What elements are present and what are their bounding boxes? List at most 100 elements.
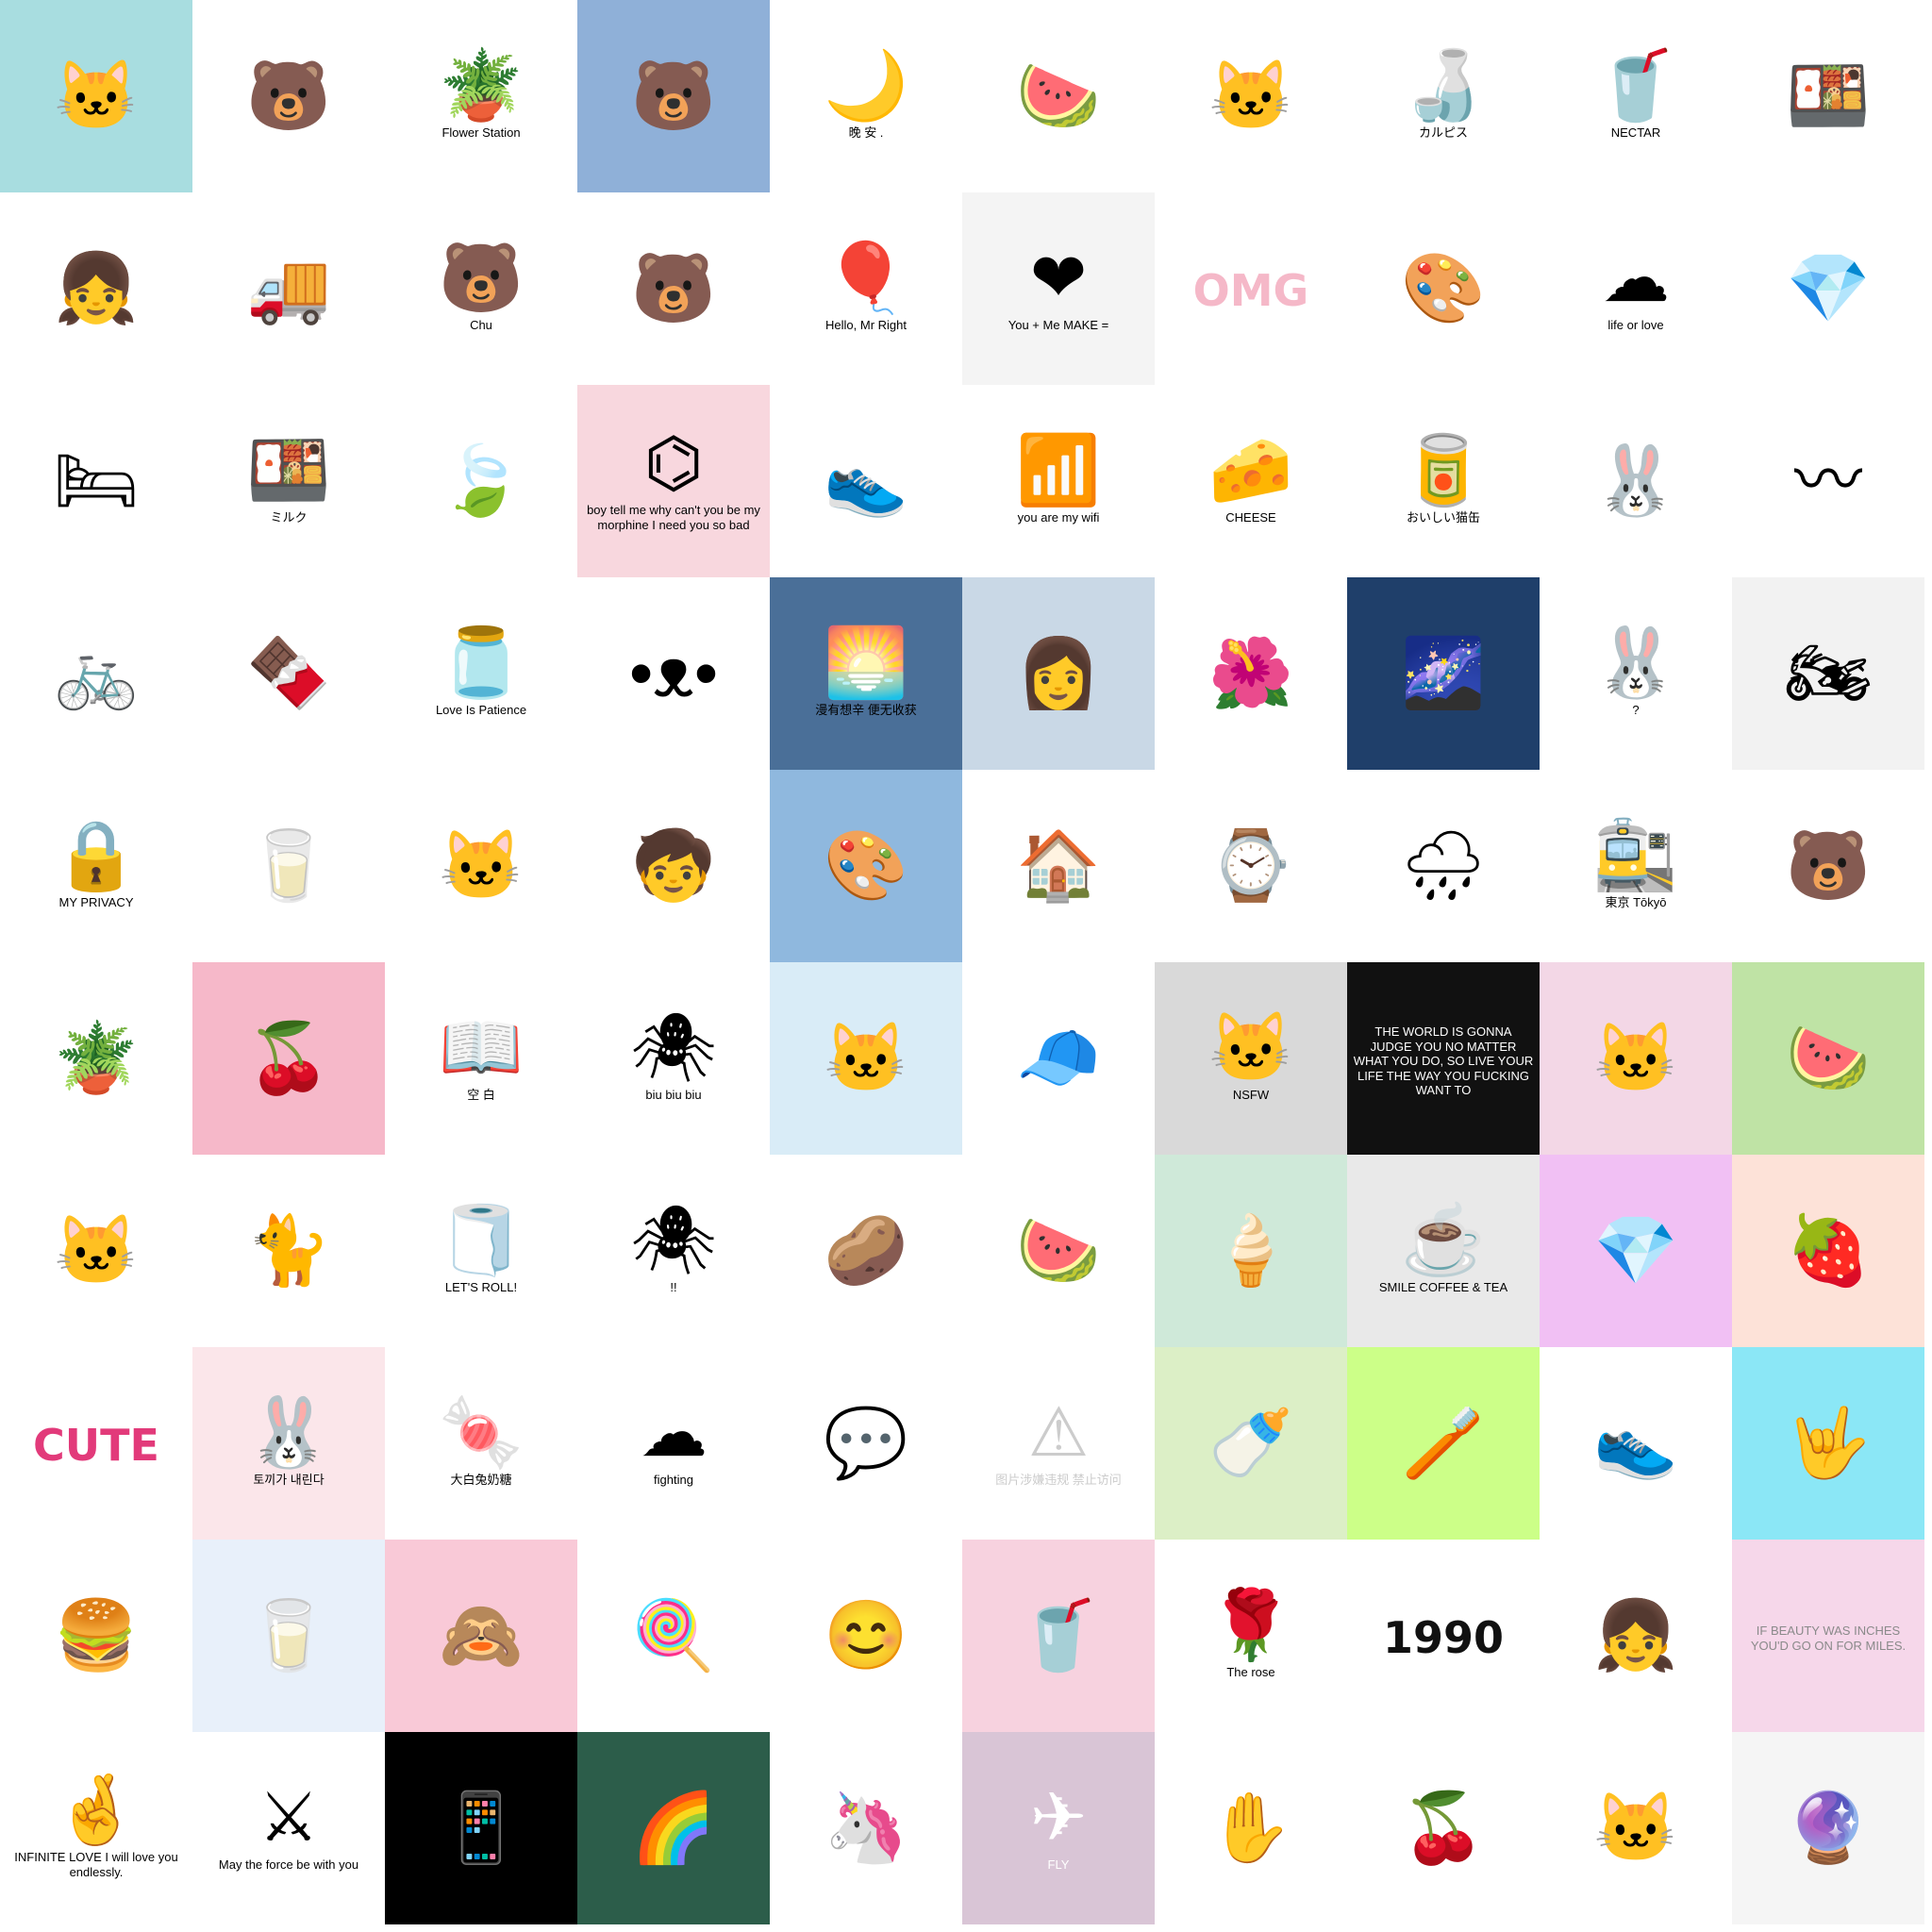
- tile-sitting-cat[interactable]: 🐱: [1540, 1732, 1732, 1924]
- tile-pink-scribble[interactable]: 〰: [1732, 385, 1924, 577]
- tile-small-leaf[interactable]: 🍃: [385, 385, 577, 577]
- tile-bento[interactable]: 🍱 ミルク: [192, 385, 385, 577]
- tile-rock-hand[interactable]: 🤟: [1732, 1347, 1924, 1540]
- tile-clouds[interactable]: ☁ life or love: [1540, 192, 1732, 385]
- tile-paint-set[interactable]: 🎨: [1347, 192, 1540, 385]
- tile-diamond-pink[interactable]: 💎: [1732, 192, 1924, 385]
- tile-blue-girl[interactable]: 👩: [962, 577, 1155, 770]
- tile-milk-bottles[interactable]: 🍼: [1155, 1347, 1347, 1540]
- tile-good-night[interactable]: 🌙 晚 安 .: [770, 0, 962, 192]
- tile-diamond-purple[interactable]: 💎: [1540, 1155, 1732, 1347]
- tile-burger[interactable]: 🍔: [0, 1540, 192, 1732]
- tile-bear-mountain[interactable]: 🐻: [1732, 770, 1924, 962]
- tile-flower-pots[interactable]: 🪴 Flower Station: [385, 0, 577, 192]
- tile-tokyo-sign[interactable]: 🚉 東京 Tōkyō: [1540, 770, 1732, 962]
- tile-balloons[interactable]: 🎈 Hello, Mr Right: [770, 192, 962, 385]
- tile-lollipop[interactable]: 🍭: [577, 1540, 770, 1732]
- tile-water-bottle[interactable]: 🍶 カルピス: [1347, 0, 1540, 192]
- tile-cats-peek[interactable]: 🐱: [385, 770, 577, 962]
- tile-bike-couple[interactable]: 🚲: [0, 577, 192, 770]
- tile-pink-bunny-girl[interactable]: 🐰?: [1540, 577, 1732, 770]
- tile-sky-scene[interactable]: 🌅 漫有想辛 便无收获: [770, 577, 962, 770]
- tile-bunny-plush[interactable]: 🐰: [1540, 385, 1732, 577]
- tile-cat-pattern[interactable]: 🐱: [0, 0, 192, 192]
- tile-potato-chips[interactable]: 🥔: [770, 1155, 962, 1347]
- tile-kumamon-grid[interactable]: 🐻 Chu: [385, 192, 577, 385]
- tile-smile-cry[interactable]: 😊: [770, 1540, 962, 1732]
- tile-toilet-roll[interactable]: 🧻 LET'S ROLL!: [385, 1155, 577, 1347]
- tile-chat-smile[interactable]: 💬: [770, 1347, 962, 1540]
- tile-forest-painting[interactable]: 🌈: [577, 1732, 770, 1924]
- tile-if-beauty[interactable]: IF BEAUTY WAS INCHES YOU'D GO ON FOR MIL…: [1732, 1540, 1924, 1732]
- tile-milk-carton[interactable]: 🥛: [192, 1540, 385, 1732]
- tile-strawberry[interactable]: 🍓: [1732, 1155, 1924, 1347]
- tile-sushi-box[interactable]: 🍱: [1732, 0, 1924, 192]
- tile-toothpaste[interactable]: 🪥: [1347, 1347, 1540, 1540]
- tile-omg[interactable]: OMG: [1155, 192, 1347, 385]
- tile-bob-hair-girl[interactable]: 👧: [1540, 1540, 1732, 1732]
- tile-girl-bed[interactable]: 🛏: [0, 385, 192, 577]
- tile-cherries-pink[interactable]: 🍒: [192, 962, 385, 1155]
- tile-plants[interactable]: 🪴: [0, 962, 192, 1155]
- tile-cute-fan[interactable]: CUTE: [0, 1347, 192, 1540]
- tile-black-bears[interactable]: 🐻: [577, 0, 770, 192]
- tile-wifi[interactable]: 📶 you are my wifi: [962, 385, 1155, 577]
- tile-cute-face[interactable]: •ᴥ•: [577, 577, 770, 770]
- tile-wrist-watch[interactable]: ⌚: [1155, 770, 1347, 962]
- tile-you-me[interactable]: ❤ You + Me MAKE =: [962, 192, 1155, 385]
- tile-cheese[interactable]: 🧀 CHEESE: [1155, 385, 1347, 577]
- tile-red-hood[interactable]: 🧒: [577, 770, 770, 962]
- tile-washing-machine[interactable]: 🐻: [192, 0, 385, 192]
- tile-fighting[interactable]: ☁ fighting: [577, 1347, 770, 1540]
- tile-bunny-pattern[interactable]: 🐰 토끼가 내린다: [192, 1347, 385, 1540]
- tile-snacks[interactable]: 🥛: [192, 770, 385, 962]
- tile-pink-cups[interactable]: 🥤: [962, 1540, 1155, 1732]
- tile-girl-cap[interactable]: 🧢: [962, 962, 1155, 1155]
- tile-watermelon-green[interactable]: 🍉: [1732, 962, 1924, 1155]
- tile-watermelon-pops[interactable]: 🍉: [962, 0, 1155, 192]
- tile-moto-girl[interactable]: 🏍: [1732, 577, 1924, 770]
- tile-blocked-image[interactable]: ⚠ 图片涉嫌违规 禁止访问: [962, 1347, 1155, 1540]
- tile-the-rose[interactable]: 🌹 The rose: [1155, 1540, 1347, 1732]
- tile-legs-shoes[interactable]: 👟: [1540, 1347, 1732, 1540]
- tile-infinite-love[interactable]: 🤞 INFINITE LOVE I will love you endlessly…: [0, 1732, 192, 1924]
- tile-stripe-cat[interactable]: 🐱: [0, 1155, 192, 1347]
- tile-hand-face[interactable]: ✋: [1155, 1732, 1347, 1924]
- tile-smile-coffee[interactable]: ☕ SMILE COFFEE & TEA: [1347, 1155, 1540, 1347]
- tile-girl-sketch[interactable]: 👧: [0, 192, 192, 385]
- tile-chocolates[interactable]: 🍫: [192, 577, 385, 770]
- tile-cat-can[interactable]: 🥫 おいしい猫缶: [1347, 385, 1540, 577]
- tile-cabin[interactable]: 🏠: [962, 770, 1155, 962]
- tile-painter-girl[interactable]: 🎨: [770, 770, 962, 962]
- tile-spiderman-biu[interactable]: 🕷 biu biu biu: [577, 962, 770, 1155]
- tile-kumamon-face[interactable]: 🐻: [577, 192, 770, 385]
- tile-party-cat[interactable]: 🐱: [1155, 0, 1347, 192]
- tile-red-flowers-girl[interactable]: 🌺: [1155, 577, 1347, 770]
- tile-morphine[interactable]: ⌬ boy tell me why can't you be my morphin…: [577, 385, 770, 577]
- tile-nectar-drinks[interactable]: 🥤 NECTAR: [1540, 0, 1732, 192]
- tile-my-privacy[interactable]: 🔒 MY PRIVACY: [0, 770, 192, 962]
- tile-white-rabbit-candy[interactable]: 🍬 大白兔奶糖: [385, 1347, 577, 1540]
- tile-anime-girl-cat[interactable]: 🐱: [770, 962, 962, 1155]
- tile-sneaker[interactable]: 👟: [770, 385, 962, 577]
- tile-three-faces[interactable]: 🙈: [385, 1540, 577, 1732]
- tile-phone-charging[interactable]: 📱: [385, 1732, 577, 1924]
- tile-book-blank[interactable]: 📖 空 白: [385, 962, 577, 1155]
- tile-watermelon-bowl[interactable]: 🍉: [962, 1155, 1155, 1347]
- tile-starry-night[interactable]: 🌌: [1347, 577, 1540, 770]
- tile-unicorn[interactable]: 🦄: [770, 1732, 962, 1924]
- tile-moon-cat[interactable]: 🐱: [1540, 962, 1732, 1155]
- tile-spiderman-hang[interactable]: 🕷!!: [577, 1155, 770, 1347]
- tile-cat-sketch[interactable]: 🐈: [192, 1155, 385, 1347]
- tile-1990-smiley[interactable]: 1990: [1347, 1540, 1540, 1732]
- tile-the-world-quote[interactable]: THE WORLD IS GONNA JUDGE YOU NO MATTER W…: [1347, 962, 1540, 1155]
- tile-food-truck[interactable]: 🚚: [192, 192, 385, 385]
- tile-green-popsicles[interactable]: 🍦: [1155, 1155, 1347, 1347]
- tile-fly-wing[interactable]: ✈ FLY: [962, 1732, 1155, 1924]
- tile-cat-nsfw[interactable]: 🐱 NSFW: [1155, 962, 1347, 1155]
- tile-rain-cloud[interactable]: 🌧: [1347, 770, 1540, 962]
- tile-magic-hand[interactable]: 🔮: [1732, 1732, 1924, 1924]
- tile-rain-jar[interactable]: 🫙 Love Is Patience: [385, 577, 577, 770]
- tile-cherry-small[interactable]: 🍒: [1347, 1732, 1540, 1924]
- tile-lightsabers[interactable]: ⚔ May the force be with you: [192, 1732, 385, 1924]
